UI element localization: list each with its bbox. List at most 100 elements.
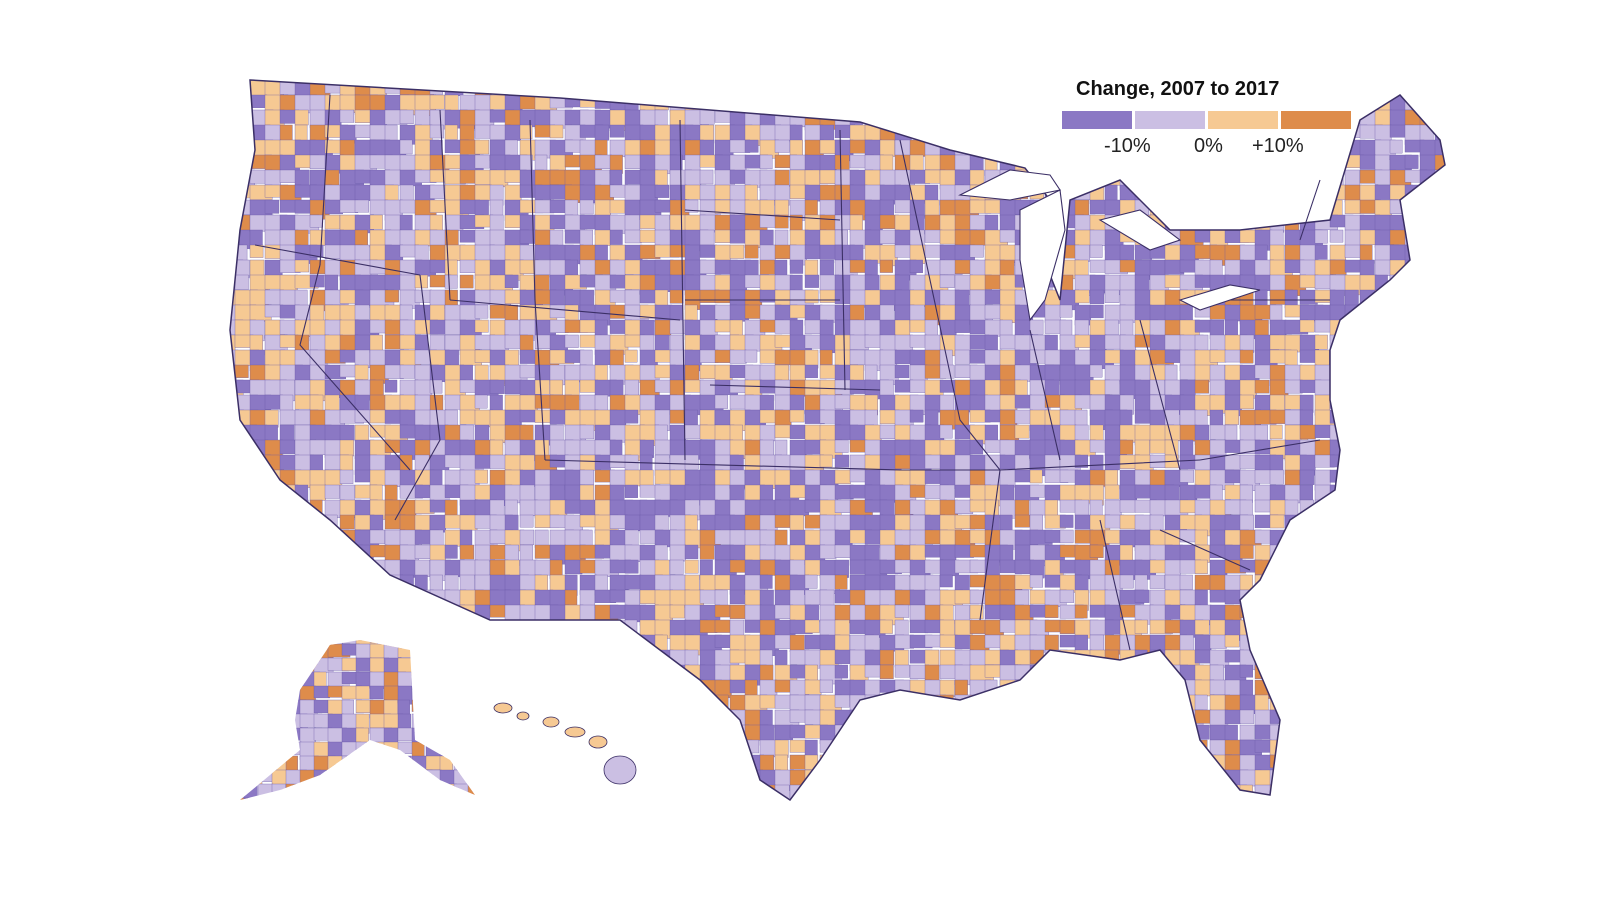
county-cell [1389, 499, 1404, 517]
county-cell [230, 694, 235, 708]
county-cell [564, 694, 587, 709]
county-cell [1329, 364, 1344, 386]
county-cell [294, 514, 315, 537]
county-cell [954, 109, 968, 132]
county-cell [1329, 754, 1349, 769]
county-cell [1374, 544, 1392, 562]
county-cell [324, 604, 348, 624]
county-cell [429, 124, 444, 139]
county-cell [669, 619, 687, 636]
county-cell [309, 589, 323, 608]
county-cell [864, 754, 878, 770]
county-cell [1209, 799, 1223, 800]
county-cell [1014, 784, 1039, 799]
county-cell [864, 769, 888, 791]
county-cell [969, 769, 984, 786]
county-cell [579, 529, 593, 547]
county-cell [397, 783, 413, 800]
county-cell [1404, 559, 1424, 578]
county-cell [1224, 634, 1240, 648]
county-cell [1014, 139, 1036, 157]
county-cell [271, 640, 286, 647]
county-cell [384, 379, 398, 393]
county-cell [425, 643, 443, 657]
county-cell [1014, 94, 1039, 114]
county-cell [1374, 274, 1388, 296]
county-cell [1359, 769, 1382, 788]
county-cell [249, 709, 273, 724]
county-cell [609, 709, 630, 724]
county-cell [1314, 784, 1336, 799]
county-cell [909, 319, 926, 333]
county-cell [313, 797, 328, 800]
county-cell [729, 424, 743, 443]
county-cell [684, 124, 702, 142]
county-cell [249, 754, 263, 773]
county-cell [1299, 724, 1321, 745]
county-cell [1269, 199, 1289, 216]
county-cell [1404, 649, 1422, 671]
county-cell [1329, 559, 1345, 575]
county-cell [294, 784, 312, 799]
county-cell [234, 589, 253, 611]
county-cell [729, 94, 746, 110]
county-cell [969, 724, 994, 745]
county-cell [1374, 679, 1393, 700]
county-cell [474, 349, 492, 363]
legend-tick-minus-10: -10% [1104, 135, 1151, 157]
county-cell [909, 409, 924, 423]
county-cell [909, 484, 928, 498]
county-cell [984, 94, 1004, 114]
county-cell [939, 364, 955, 379]
county-cell [1359, 604, 1374, 625]
county-cell [1344, 679, 1369, 697]
county-cell [399, 769, 416, 783]
county-cell [1104, 754, 1120, 770]
county-cell [759, 109, 776, 125]
county-cell [240, 671, 251, 684]
county-cell [1389, 229, 1413, 245]
county-cell [1344, 559, 1366, 576]
county-cell [639, 799, 657, 800]
county-cell [864, 664, 881, 678]
county-cell [1029, 484, 1045, 498]
county-cell [1299, 574, 1315, 590]
county-cell [1419, 634, 1442, 655]
county-cell [849, 799, 872, 800]
county-cell [909, 334, 927, 348]
county-cell [534, 799, 552, 800]
county-cell [1239, 799, 1264, 800]
county-cell [369, 799, 389, 800]
county-cell [384, 304, 403, 321]
county-cell [1014, 799, 1034, 800]
county-cell [534, 664, 551, 680]
county-cell [924, 799, 943, 800]
county-cell [1254, 379, 1270, 394]
county-cell [1419, 499, 1438, 515]
county-cell [1254, 424, 1268, 442]
county-cell [294, 529, 314, 544]
county-cell [1224, 169, 1244, 185]
county-cell [1374, 304, 1397, 323]
county-cell [279, 559, 296, 574]
county-cell [1284, 694, 1306, 710]
county-cell [414, 559, 430, 577]
county-cell [1029, 709, 1050, 731]
county-cell [1419, 394, 1437, 409]
county-cell [1299, 784, 1324, 800]
county-cell [1419, 274, 1439, 292]
county-cell [1074, 724, 1095, 745]
county-cell [984, 694, 998, 714]
county-cell [339, 439, 354, 457]
county-cell [1314, 649, 1339, 663]
county-cell [1059, 634, 1076, 648]
county-cell [234, 364, 249, 378]
county-cell [1074, 709, 1096, 725]
county-cell [684, 199, 699, 213]
county-cell [1434, 80, 1445, 98]
county-cell [234, 664, 252, 682]
county-cell [1404, 619, 1429, 637]
county-cell [1419, 514, 1443, 528]
county-cell [230, 499, 243, 515]
county-cell [804, 574, 818, 589]
